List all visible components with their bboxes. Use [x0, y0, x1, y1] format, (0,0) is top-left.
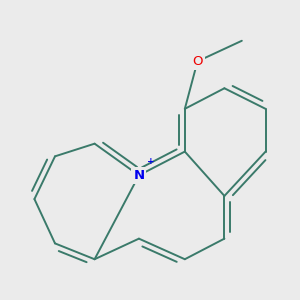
Text: O: O [192, 55, 203, 68]
Text: N: N [134, 169, 145, 182]
Text: +: + [147, 157, 155, 166]
